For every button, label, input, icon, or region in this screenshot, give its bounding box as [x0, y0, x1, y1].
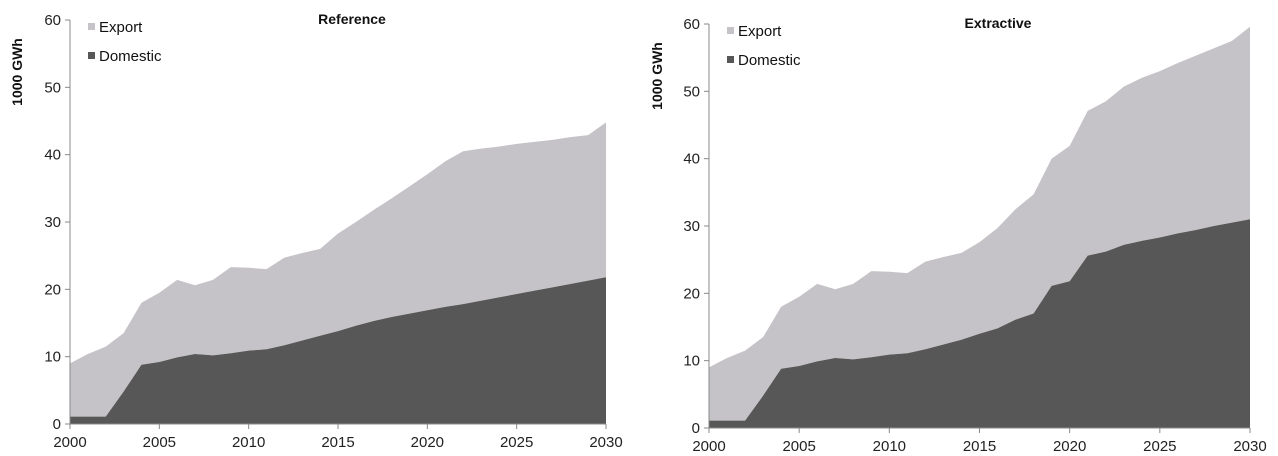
chart-title: Extractive	[965, 15, 1032, 31]
y-tick-label: 0	[53, 416, 61, 433]
x-tick-label: 2030	[589, 434, 622, 451]
x-tick-label: 2020	[411, 434, 444, 451]
export-area	[70, 122, 606, 417]
y-tick-label: 40	[683, 151, 700, 168]
y-tick-label: 50	[44, 79, 61, 96]
x-tick-label: 2015	[963, 438, 996, 455]
export-area	[709, 26, 1250, 421]
legend-swatch-domestic	[88, 52, 95, 59]
y-tick-label: 10	[683, 353, 700, 370]
y-tick-label: 20	[683, 285, 700, 302]
legend-label-export: Export	[738, 23, 782, 40]
x-tick-label: 2020	[1053, 438, 1086, 455]
legend-label-export: Export	[99, 19, 143, 36]
y-axis-label: 1000 GWh	[649, 42, 665, 110]
legend-swatch-export	[88, 23, 95, 30]
x-tick-label: 2030	[1233, 438, 1266, 455]
y-tick-label: 50	[683, 83, 700, 100]
y-tick-label: 20	[44, 281, 61, 298]
y-tick-label: 30	[44, 214, 61, 231]
domestic-area	[70, 277, 606, 424]
legend-label-domestic: Domestic	[99, 48, 162, 65]
y-tick-label: 60	[44, 12, 61, 29]
y-tick-label: 60	[683, 16, 700, 33]
x-tick-label: 2025	[1143, 438, 1176, 455]
x-tick-label: 2000	[53, 434, 86, 451]
x-tick-label: 2015	[321, 434, 354, 451]
legend-swatch-domestic	[727, 56, 734, 63]
x-tick-label: 2000	[692, 438, 725, 455]
chart-panel-reference: 0 10 20 30 40 50 60 2000 2005 2010 2015 2020 2025 203…	[9, 11, 623, 451]
y-tick-label: 10	[44, 349, 61, 366]
y-axis-label: 1000 GWh	[9, 38, 25, 106]
x-tick-label: 2025	[500, 434, 533, 451]
chart-panel-extractive: 0 10 20 30 40 50 60 2000 2005 2010 2015 2020 2025 203…	[640, 0, 1278, 456]
chart-title: Reference	[318, 11, 386, 27]
x-tick-label: 2010	[232, 434, 265, 451]
y-tick-label: 40	[44, 147, 61, 164]
domestic-area	[709, 219, 1250, 428]
x-tick-label: 2010	[873, 438, 906, 455]
x-tick-label: 2005	[782, 438, 815, 455]
x-tick-label: 2005	[143, 434, 176, 451]
y-tick-label: 0	[692, 420, 700, 437]
legend-swatch-export	[727, 27, 734, 34]
y-tick-label: 30	[683, 218, 700, 235]
legend-label-domestic: Domestic	[738, 52, 801, 69]
